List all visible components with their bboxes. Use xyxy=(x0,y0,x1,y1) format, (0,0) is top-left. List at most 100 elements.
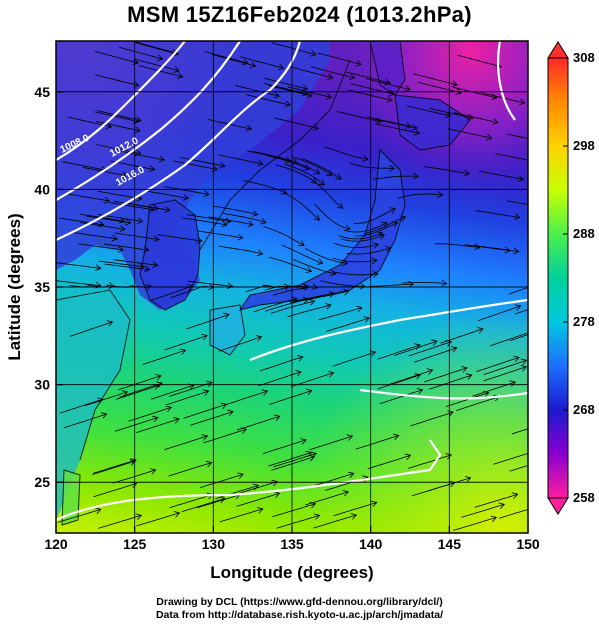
streamline-arrowhead xyxy=(328,291,336,298)
streamline-arrowhead xyxy=(344,224,351,232)
streamline-arrowhead xyxy=(201,434,209,441)
streamline xyxy=(118,375,162,391)
streamline xyxy=(346,71,391,84)
streamline xyxy=(313,203,351,230)
streamline-arrowhead xyxy=(257,507,264,514)
streamline xyxy=(128,407,172,422)
streamline-arrowhead xyxy=(143,265,151,273)
streamline-arrowhead xyxy=(95,507,102,514)
streamline-arrowhead xyxy=(129,459,137,466)
streamline xyxy=(143,190,189,199)
streamline-arrowhead xyxy=(201,333,208,341)
streamline xyxy=(94,50,139,64)
streamline xyxy=(78,243,124,251)
streamline-arrowhead xyxy=(371,500,378,508)
streamline xyxy=(401,281,447,284)
streamline xyxy=(290,293,335,304)
credit-drawing: Drawing by DCL (https://www.gfd-dennou.o… xyxy=(156,596,443,608)
streamline xyxy=(234,481,278,496)
streamline-arrowhead xyxy=(134,126,141,134)
contour-ne xyxy=(497,41,516,121)
streamline xyxy=(465,244,511,252)
streamline xyxy=(274,117,319,129)
streamline xyxy=(281,244,323,264)
streamline xyxy=(181,498,226,512)
streamline xyxy=(457,54,502,68)
streamline-arrowhead xyxy=(482,391,490,398)
streamline-arrowhead xyxy=(359,282,366,290)
streamline xyxy=(136,512,180,527)
streamline xyxy=(332,351,376,367)
streamline xyxy=(69,285,114,288)
streamline xyxy=(164,186,210,195)
streamline-arrowhead xyxy=(149,165,156,172)
streamline-arrowhead xyxy=(249,61,257,69)
streamline-arrowhead xyxy=(119,225,126,232)
streamline xyxy=(182,217,227,226)
streamline xyxy=(350,83,395,95)
streamline-arrowhead xyxy=(257,159,264,167)
streamline xyxy=(429,107,474,119)
streamline-arrowhead xyxy=(327,371,335,378)
land-sakhalin xyxy=(370,41,405,95)
streamline xyxy=(114,417,159,432)
streamline-arrowhead xyxy=(202,389,210,396)
streamline xyxy=(338,232,383,240)
streamline-arrowhead xyxy=(518,98,526,106)
streamline-arrowhead xyxy=(277,63,285,71)
streamline xyxy=(477,305,521,322)
x-tick-label: 125 xyxy=(123,536,147,552)
streamline-arrowhead xyxy=(137,217,144,225)
streamline xyxy=(200,473,244,488)
streamline-arrowhead xyxy=(100,412,108,419)
streamline xyxy=(258,371,302,387)
streamline xyxy=(333,502,377,517)
streamline-arrowhead xyxy=(517,175,525,182)
streamline-arrowhead xyxy=(486,133,493,141)
streamline-arrowhead xyxy=(412,172,419,180)
streamline-arrowhead xyxy=(404,453,412,460)
colorbar-tick-label: 298 xyxy=(573,138,595,153)
streamline-arrowhead xyxy=(465,373,473,380)
streamline xyxy=(424,367,468,383)
streamline xyxy=(483,366,527,382)
streamline xyxy=(310,473,354,488)
streamline-arrowhead xyxy=(206,380,213,388)
streamline xyxy=(172,160,218,170)
streamline xyxy=(461,503,505,518)
streamline-arrowhead xyxy=(219,161,226,169)
chart-title: MSM 15Z16Feb2024 (1013.2hPa) xyxy=(127,2,472,27)
streamline-arrowhead xyxy=(145,284,152,291)
streamline xyxy=(247,150,291,162)
streamline-arrowhead xyxy=(431,339,438,346)
streamline-arrowhead xyxy=(205,460,213,468)
land-continent xyxy=(56,41,330,310)
streamline xyxy=(377,374,421,390)
streamline-arrowhead xyxy=(348,73,356,81)
streamline-arrowhead xyxy=(531,449,537,455)
land-korea xyxy=(140,200,200,310)
streamline xyxy=(92,460,136,475)
streamline-arrowhead xyxy=(274,414,281,421)
streamline-arrowhead xyxy=(318,179,325,186)
streamline-arrowhead xyxy=(381,221,388,228)
y-tick-label: 25 xyxy=(34,474,50,490)
streamline xyxy=(94,111,139,123)
streamline xyxy=(72,232,118,240)
x-tick-label: 120 xyxy=(44,536,68,552)
streamline xyxy=(211,54,256,67)
streamline-arrowhead xyxy=(303,164,310,171)
streamline xyxy=(287,304,331,318)
streamline xyxy=(320,280,366,287)
land-china-coast xyxy=(56,290,130,520)
streamline xyxy=(377,344,421,360)
streamline xyxy=(343,222,388,233)
streamline-arrowhead xyxy=(513,247,520,255)
land-japan-honshu xyxy=(240,150,405,310)
streamline xyxy=(340,234,385,242)
streamline xyxy=(96,144,141,154)
streamline xyxy=(62,161,107,171)
streamline xyxy=(168,462,212,477)
streamline xyxy=(186,314,230,330)
temperature-field: 1008.0 1012.0 1016.0 xyxy=(56,41,537,533)
